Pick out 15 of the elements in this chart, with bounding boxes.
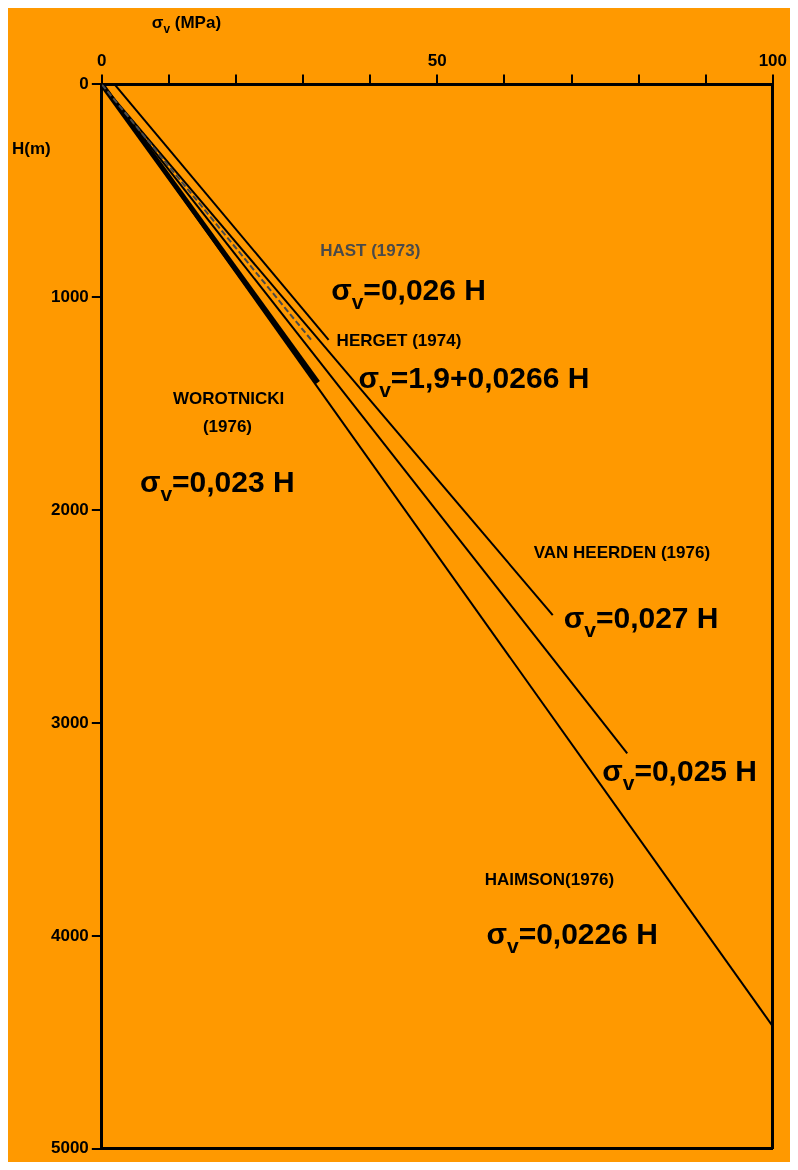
- series-label: WOROTNICKI (1976): [172, 389, 285, 437]
- series-label: HERGET (1974): [336, 330, 462, 350]
- y-axis-title: H(m): [12, 139, 51, 159]
- y-tick-label: 3000: [50, 712, 89, 732]
- x-tick-label: 50: [427, 50, 447, 70]
- text: HAIMSON(1976): [484, 870, 615, 890]
- x-tick-label: 0: [97, 50, 107, 70]
- x-tick-label: 100: [758, 50, 788, 70]
- series-label: VAN HEERDEN (1976): [533, 543, 711, 563]
- y-tick-label: 5000: [50, 1138, 89, 1158]
- text: HAST (1973): [320, 240, 421, 260]
- y-tick-label: 1000: [50, 286, 89, 306]
- y-tick-label: 2000: [50, 499, 89, 519]
- y-tick-label: 0: [79, 74, 89, 94]
- y-tick-label: 4000: [50, 925, 89, 945]
